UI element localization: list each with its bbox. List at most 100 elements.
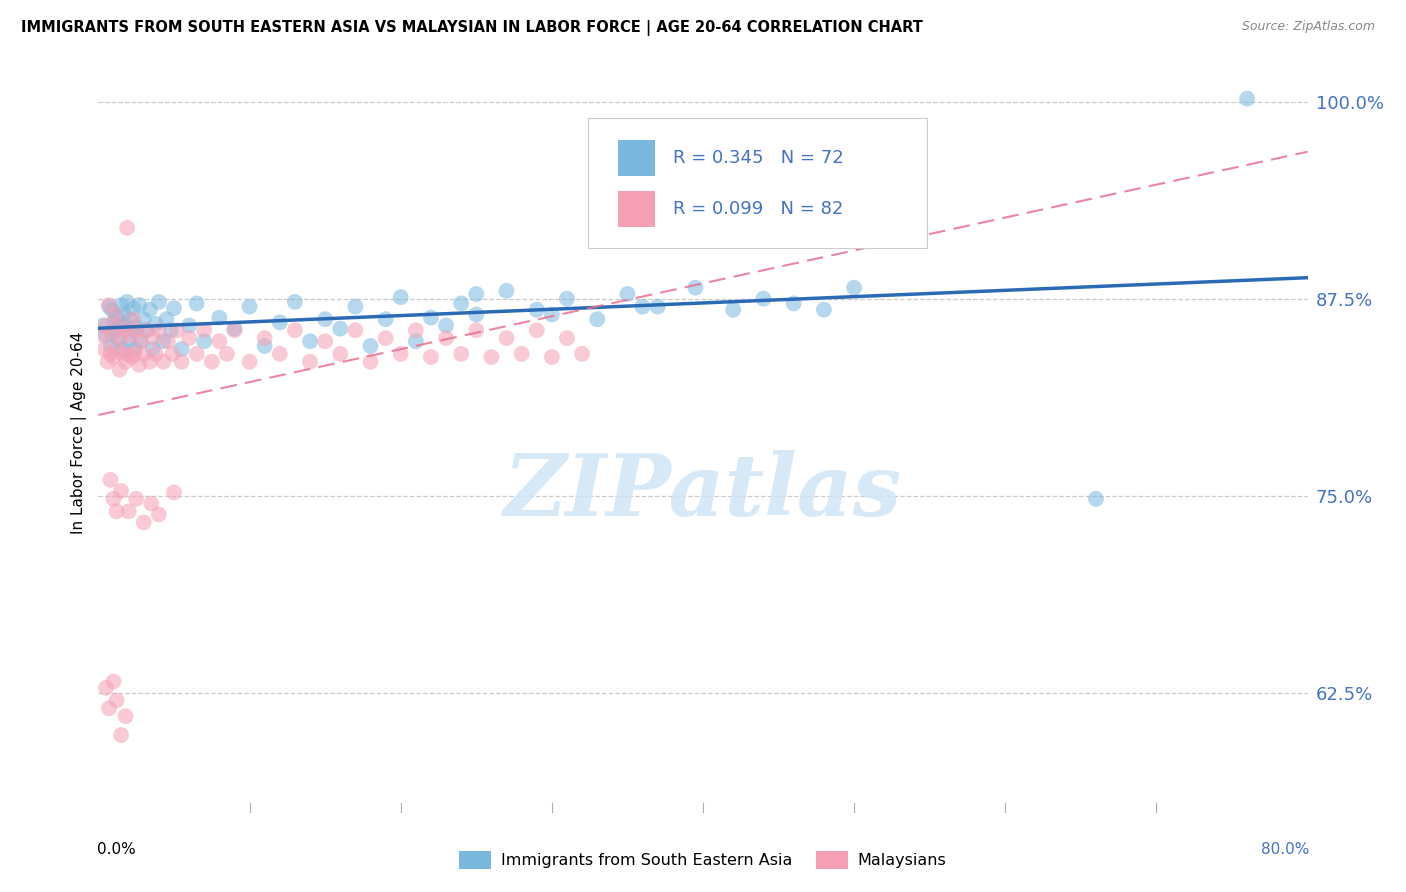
Point [103,315,125,329]
Point [100,339,122,353]
Point [105,342,128,356]
Point [1085,491,1108,506]
Point [616,287,638,301]
Point [98,300,121,314]
Point [96,355,118,369]
Point [98,298,121,312]
Point [103,491,125,506]
Point [148,323,170,337]
Point [269,315,291,329]
Point [100,347,122,361]
Point [115,294,138,309]
Point [122,301,145,315]
Point [120,328,142,343]
Point [329,321,352,335]
Point [142,331,165,345]
Point [239,355,262,369]
Point [420,310,443,325]
Point [224,321,246,335]
Point [299,355,322,369]
Point [374,331,396,345]
Point [125,320,148,334]
Point [465,308,488,322]
Point [94,681,117,695]
Point [94,318,117,333]
Point [98,701,121,715]
Point [156,334,179,349]
Point [110,483,132,498]
Point [389,347,412,361]
Point [132,312,155,326]
Point [555,292,578,306]
Point [141,496,163,510]
Text: ZIPatlas: ZIPatlas [503,450,903,533]
Point [344,323,367,337]
Point [107,333,129,347]
Point [112,323,135,337]
Point [844,281,866,295]
Point [360,355,382,369]
Point [132,347,155,361]
Text: Source: ZipAtlas.com: Source: ZipAtlas.com [1241,20,1375,33]
Point [125,323,148,337]
Point [148,294,170,309]
Point [208,310,231,325]
Point [111,347,134,361]
Point [121,323,143,337]
Point [111,342,134,356]
Point [314,334,336,349]
Point [105,310,128,325]
Point [120,312,142,326]
Point [179,318,201,333]
Point [104,323,127,337]
Point [269,347,291,361]
Point [91,328,114,343]
Point [107,318,129,333]
Point [647,300,669,314]
Point [129,334,152,349]
Point [631,300,654,314]
Point [420,350,443,364]
Point [145,317,167,331]
Point [135,323,157,337]
Point [193,334,215,349]
Point [124,347,146,361]
Point [110,331,132,345]
Point [813,302,835,317]
Point [360,339,382,353]
Point [405,323,427,337]
Point [103,674,125,689]
Point [163,485,186,500]
Point [142,342,165,356]
Point [571,347,593,361]
Point [495,331,517,345]
Point [118,334,141,349]
Point [125,491,148,506]
Point [132,516,155,530]
Point [101,302,124,317]
Point [128,298,150,312]
Point [329,347,352,361]
Bar [619,191,655,227]
Point [344,300,367,314]
Point [121,350,143,364]
Point [152,355,174,369]
Text: 80.0%: 80.0% [1261,842,1309,857]
Point [685,281,707,295]
Point [166,323,188,337]
Point [434,318,457,333]
Point [91,318,114,333]
Point [215,347,238,361]
Y-axis label: In Labor Force | Age 20-64: In Labor Force | Age 20-64 [72,332,87,533]
Point [253,339,276,353]
Point [118,347,141,361]
Point [122,312,145,326]
Legend: Immigrants from South Eastern Asia, Malaysians: Immigrants from South Eastern Asia, Mala… [453,845,953,875]
Point [118,504,141,518]
Point [1236,92,1258,106]
Point [114,318,136,333]
Point [124,342,146,356]
Point [450,347,472,361]
Point [139,355,162,369]
Point [723,302,745,317]
